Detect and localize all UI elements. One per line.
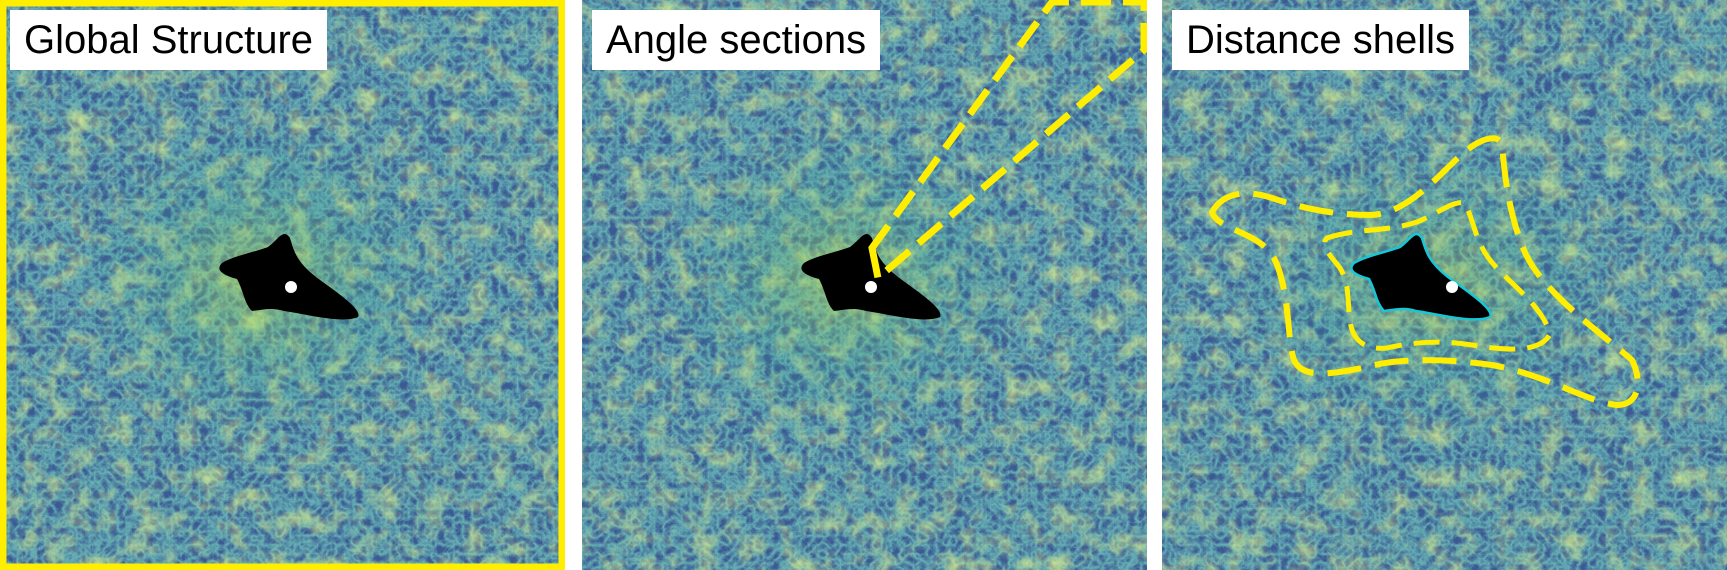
angle-section-wedge	[868, 0, 1147, 285]
panel-distance-shells: Distance shells	[1162, 0, 1727, 570]
void-region	[801, 234, 941, 320]
panel-angle-sections: Angle sections	[582, 0, 1147, 570]
density-field-image	[582, 0, 1147, 570]
global-highlight-box	[0, 0, 565, 570]
center-point	[865, 281, 877, 293]
panel-global-structure: Global Structure	[0, 0, 565, 570]
density-field-image	[1162, 0, 1727, 570]
panel-title: Global Structure	[10, 10, 328, 70]
density-field-image	[0, 0, 565, 570]
panel-title: Distance shells	[1172, 10, 1470, 70]
void-region	[219, 234, 359, 320]
void-region	[1351, 234, 1491, 320]
outer-distance-shell	[1208, 135, 1641, 409]
void-outline	[1350, 232, 1492, 321]
center-point	[285, 281, 297, 293]
center-point	[1446, 281, 1458, 293]
panel-title: Angle sections	[592, 10, 881, 70]
inner-distance-shell	[1322, 200, 1553, 352]
